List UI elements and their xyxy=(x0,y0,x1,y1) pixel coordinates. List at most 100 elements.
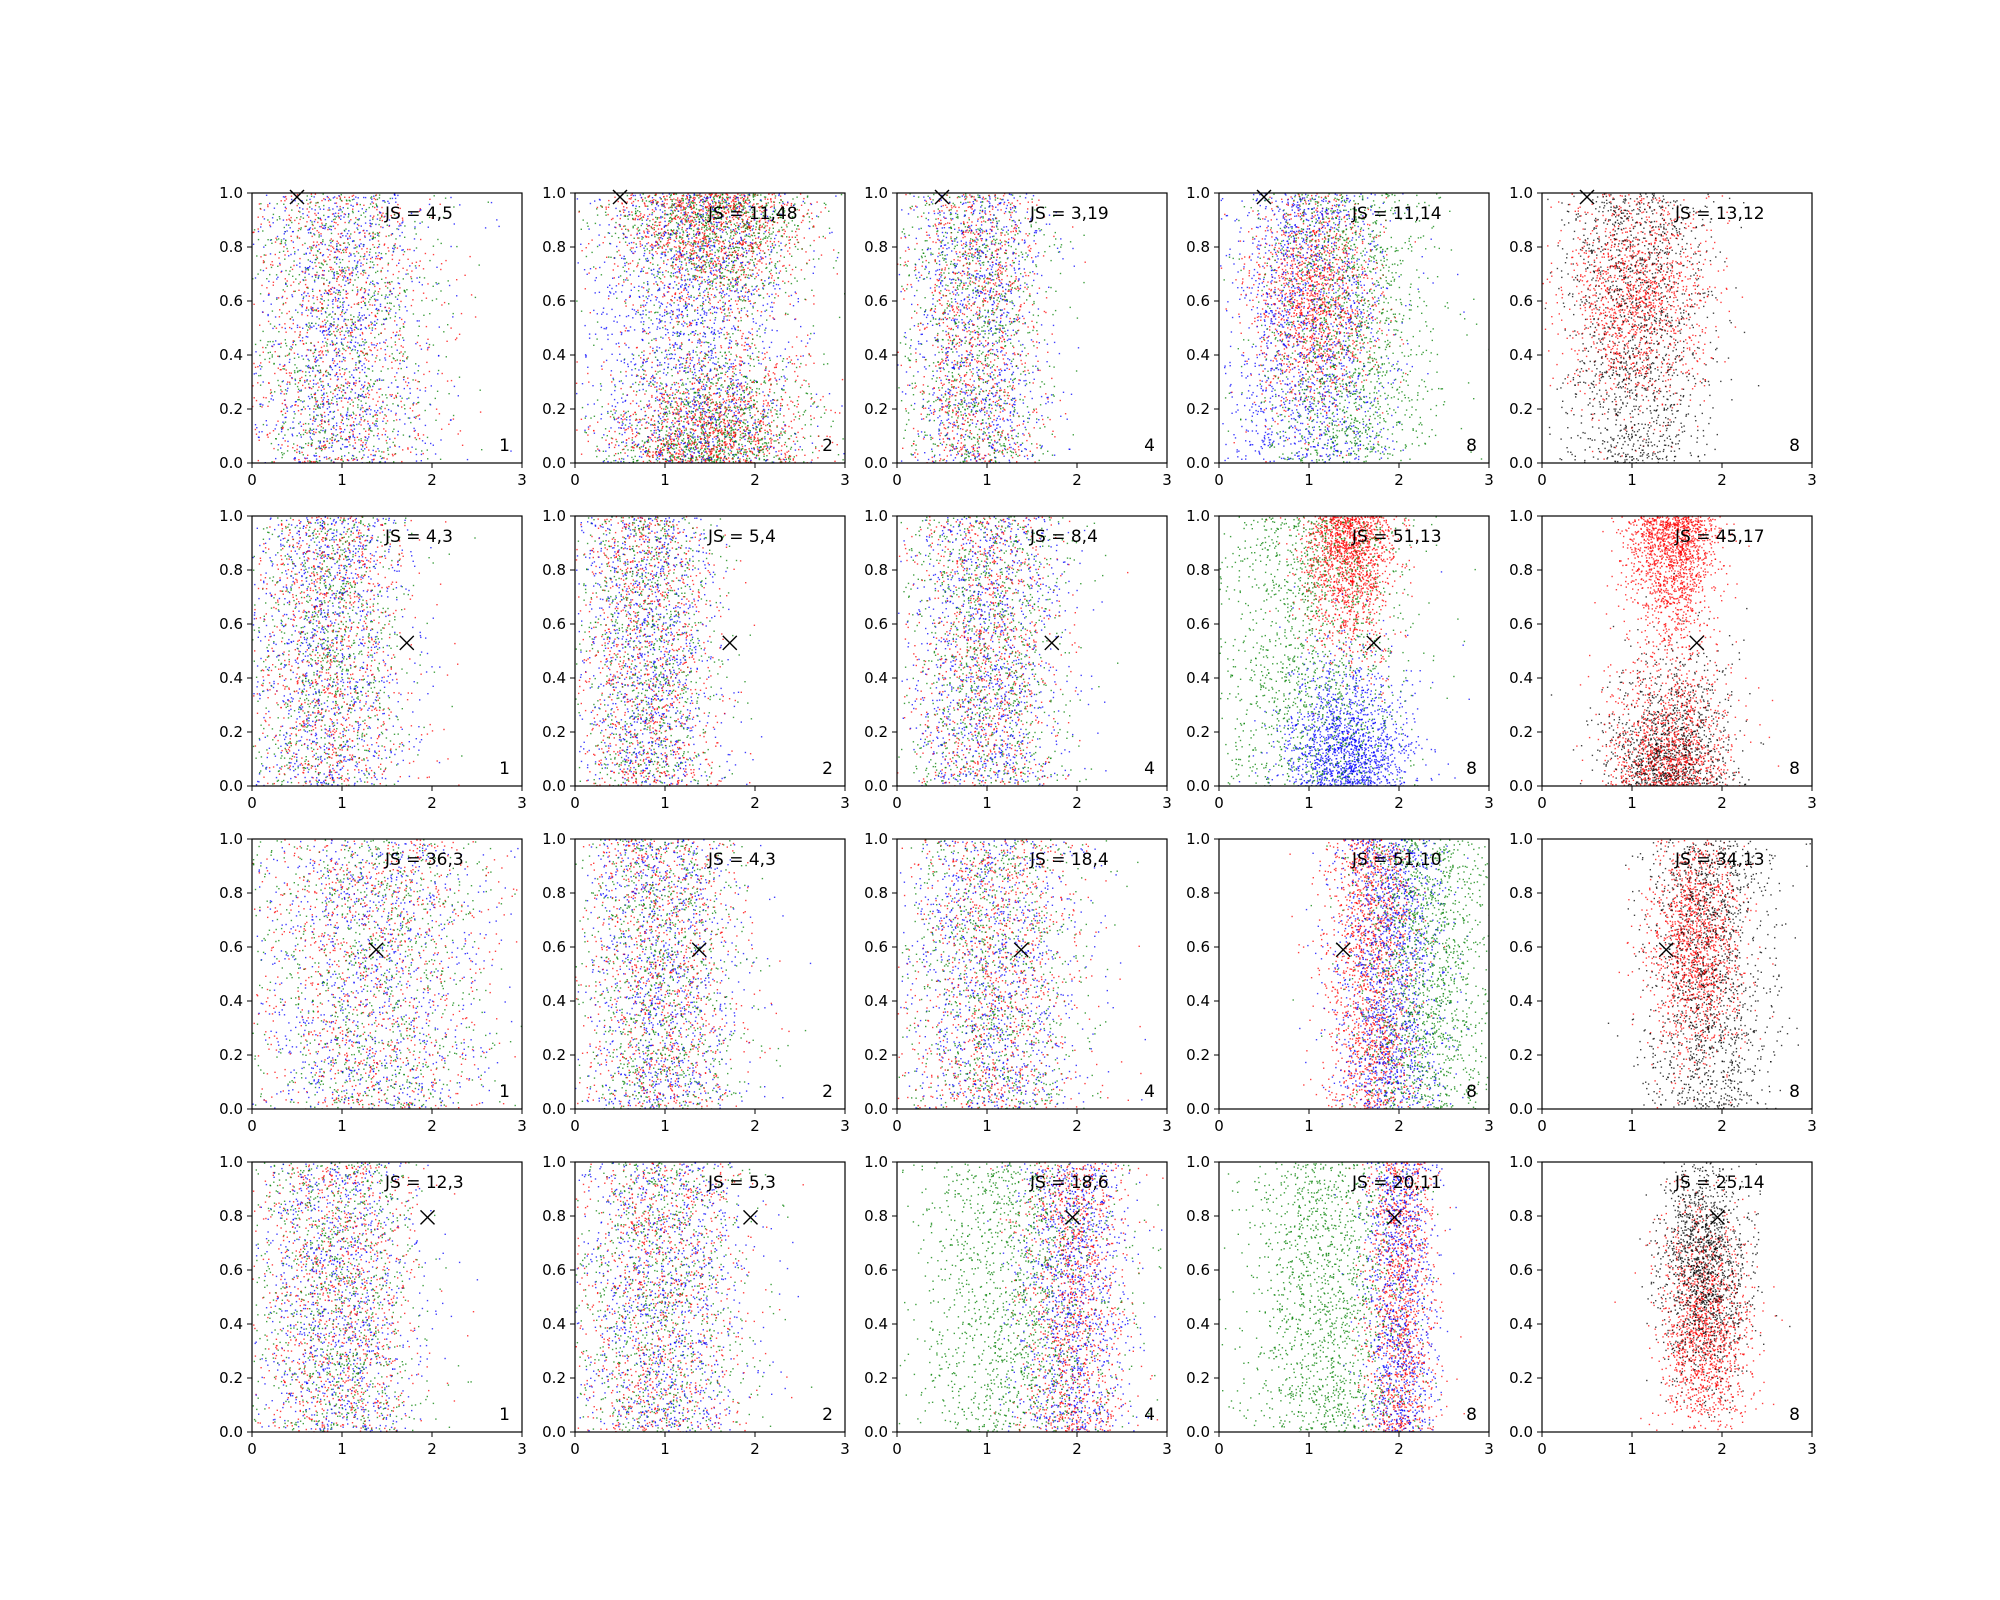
scatter-point xyxy=(341,194,342,195)
scatter-point xyxy=(785,292,786,293)
scatter-point xyxy=(378,334,379,335)
scatter-point xyxy=(684,254,685,255)
scatter-point xyxy=(753,262,754,263)
scatter-point xyxy=(317,250,318,251)
scatter-point xyxy=(398,304,399,305)
scatter-point xyxy=(374,299,375,300)
scatter-point xyxy=(333,325,334,326)
scatter-point xyxy=(352,206,353,207)
scatter-point xyxy=(347,409,348,410)
scatter-point xyxy=(331,447,332,448)
scatter-point xyxy=(281,297,282,298)
scatter-point xyxy=(407,273,408,274)
scatter-point xyxy=(326,334,327,335)
scatter-point xyxy=(678,255,679,256)
scatter-point xyxy=(439,413,440,414)
scatter-point xyxy=(316,272,317,273)
scatter-point xyxy=(323,205,324,206)
scatter-point xyxy=(349,197,350,198)
scatter-point xyxy=(326,401,327,402)
scatter-point xyxy=(318,431,319,432)
scatter-point xyxy=(715,252,716,253)
scatter-point xyxy=(292,347,293,348)
scatter-point xyxy=(353,269,354,270)
scatter-point xyxy=(633,304,634,305)
scatter-point xyxy=(341,316,342,317)
scatter-point xyxy=(778,241,779,242)
scatter-point xyxy=(368,382,369,383)
scatter-point xyxy=(732,279,733,280)
scatter-point xyxy=(721,251,722,252)
scatter-point xyxy=(354,382,355,383)
scatter-point xyxy=(707,202,708,203)
scatter-point xyxy=(315,194,316,195)
scatter-point xyxy=(311,388,312,389)
scatter-point xyxy=(323,228,324,229)
scatter-point xyxy=(587,222,588,223)
scatter-point xyxy=(347,247,348,248)
scatter-point xyxy=(310,202,311,203)
scatter-point xyxy=(510,450,511,451)
scatter-point xyxy=(655,296,656,297)
scatter-point xyxy=(675,276,676,277)
scatter-point xyxy=(403,326,404,327)
scatter-point xyxy=(358,360,359,361)
scatter-point xyxy=(370,409,371,410)
scatter-point xyxy=(761,262,762,263)
scatter-point xyxy=(754,235,755,236)
scatter-point xyxy=(336,243,337,244)
scatter-point xyxy=(385,354,386,355)
scatter-point xyxy=(786,236,787,237)
scatter-point xyxy=(272,310,273,311)
scatter-point xyxy=(680,217,681,218)
scatter-point xyxy=(644,205,645,206)
scatter-point xyxy=(644,214,645,215)
scatter-point xyxy=(285,240,286,241)
scatter-point xyxy=(693,211,694,212)
scatter-point xyxy=(314,455,315,456)
scatter-point xyxy=(322,241,323,242)
scatter-point xyxy=(758,233,759,234)
scatter-point xyxy=(303,359,304,360)
scatter-point xyxy=(810,245,811,246)
scatter-point xyxy=(667,243,668,244)
scatter-point xyxy=(327,249,328,250)
scatter-point xyxy=(679,206,680,207)
scatter-point xyxy=(363,272,364,273)
scatter-point xyxy=(315,205,316,206)
scatter-point xyxy=(745,201,746,202)
scatter-point xyxy=(278,257,279,258)
scatter-point xyxy=(358,320,359,321)
scatter-point xyxy=(420,239,421,240)
scatter-point xyxy=(309,414,310,415)
scatter-point xyxy=(738,300,739,301)
scatter-point xyxy=(288,354,289,355)
scatter-point xyxy=(469,256,470,257)
scatter-point xyxy=(659,307,660,308)
scatter-point xyxy=(383,418,384,419)
scatter-point xyxy=(299,304,300,305)
scatter-point xyxy=(364,270,365,271)
scatter-point xyxy=(427,449,428,450)
scatter-point xyxy=(334,287,335,288)
scatter-point xyxy=(285,389,286,390)
scatter-point xyxy=(325,223,326,224)
scatter-point xyxy=(266,278,267,279)
scatter-point xyxy=(369,327,370,328)
scatter-point xyxy=(693,234,694,235)
scatter-point xyxy=(774,265,775,266)
scatter-point xyxy=(323,284,324,285)
scatter-point xyxy=(311,445,312,446)
scatter-point xyxy=(331,340,332,341)
scatter-point xyxy=(366,447,367,448)
scatter-point xyxy=(681,219,682,220)
scatter-point xyxy=(309,398,310,399)
scatter-point xyxy=(763,285,764,286)
scatter-point xyxy=(287,280,288,281)
scatter-point xyxy=(287,450,288,451)
scatter-point xyxy=(355,349,356,350)
scatter-point xyxy=(297,391,298,392)
scatter-point xyxy=(366,259,367,260)
scatter-point xyxy=(377,401,378,402)
scatter-point xyxy=(322,406,323,407)
